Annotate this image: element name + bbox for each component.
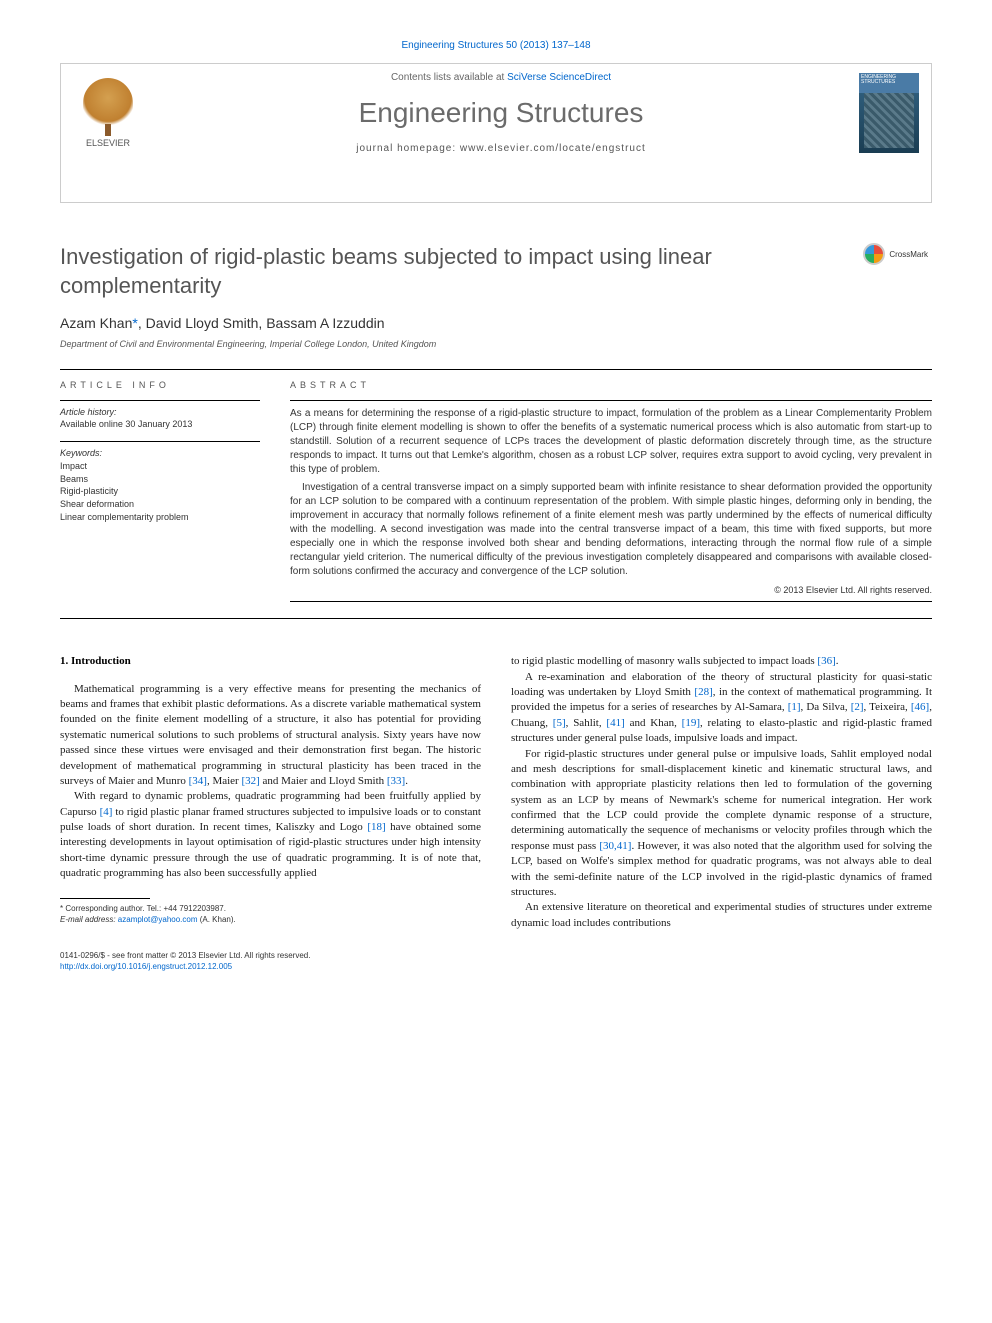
crossmark-label: CrossMark xyxy=(889,250,928,259)
ref-28[interactable]: [28] xyxy=(694,686,712,698)
abstract-heading: ABSTRACT xyxy=(290,380,932,390)
ref-1[interactable]: [1] xyxy=(788,701,801,713)
crossmark-badge[interactable]: CrossMark xyxy=(863,243,932,265)
body-two-columns: 1. Introduction Mathematical programming… xyxy=(60,654,932,931)
intro-p3: to rigid plastic modelling of masonry wa… xyxy=(511,654,932,669)
keyword-item: Shear deformation xyxy=(60,498,260,511)
divider-bottom xyxy=(60,618,932,619)
article-info-heading: ARTICLE INFO xyxy=(60,380,260,390)
email-link[interactable]: azamplot@yahoo.com xyxy=(118,915,198,924)
column-right: to rigid plastic modelling of masonry wa… xyxy=(511,654,932,931)
keywords-label: Keywords: xyxy=(60,448,260,458)
abstract-copyright: © 2013 Elsevier Ltd. All rights reserved… xyxy=(290,585,932,595)
section-1-heading: 1. Introduction xyxy=(60,654,481,669)
intro-p4: A re-examination and elaboration of the … xyxy=(511,670,932,747)
journal-header-box: ELSEVIER Contents lists available at Sci… xyxy=(60,63,932,203)
ref-5[interactable]: [5] xyxy=(553,717,566,729)
authors-line: Azam Khan*, David Lloyd Smith, Bassam A … xyxy=(60,315,932,331)
keyword-item: Rigid-plasticity xyxy=(60,485,260,498)
intro-p5: For rigid-plastic structures under gener… xyxy=(511,747,932,901)
ref-30-41[interactable]: [30,41] xyxy=(599,840,631,852)
contents-prefix: Contents lists available at xyxy=(391,72,507,83)
ref-4[interactable]: [4] xyxy=(100,806,113,818)
corr-author-tel: * Corresponding author. Tel.: +44 791220… xyxy=(60,903,481,914)
abstract-p1: As a means for determining the response … xyxy=(290,407,932,477)
keyword-item: Linear complementarity problem xyxy=(60,511,260,524)
doi-link[interactable]: http://dx.doi.org/10.1016/j.engstruct.20… xyxy=(60,962,232,971)
publisher-label: ELSEVIER xyxy=(86,138,130,148)
homepage-url[interactable]: www.elsevier.com/locate/engstruct xyxy=(460,143,646,154)
affiliation: Department of Civil and Environmental En… xyxy=(60,339,932,349)
ref-34[interactable]: [34] xyxy=(189,775,207,787)
ref-41[interactable]: [41] xyxy=(606,717,624,729)
email-suffix: (A. Khan). xyxy=(198,915,236,924)
contents-list-line: Contents lists available at SciVerse Sci… xyxy=(143,72,859,83)
ref-19[interactable]: [19] xyxy=(682,717,700,729)
history-label: Article history: xyxy=(60,407,260,417)
crossmark-icon xyxy=(863,243,885,265)
ref-46[interactable]: [46] xyxy=(911,701,929,713)
sciencedirect-link[interactable]: SciVerse ScienceDirect xyxy=(507,72,611,83)
ref-2[interactable]: [2] xyxy=(851,701,864,713)
history-value: Available online 30 January 2013 xyxy=(60,419,260,429)
keyword-item: Impact xyxy=(60,460,260,473)
journal-homepage-line: journal homepage: www.elsevier.com/locat… xyxy=(143,143,859,154)
article-title: Investigation of rigid-plastic beams sub… xyxy=(60,243,863,300)
intro-p6: An extensive literature on theoretical a… xyxy=(511,900,932,931)
ref-33[interactable]: [33] xyxy=(387,775,405,787)
keyword-item: Beams xyxy=(60,473,260,486)
journal-cover-thumbnail: ENGINEERING STRUCTURES xyxy=(859,73,919,153)
column-left: 1. Introduction Mathematical programming… xyxy=(60,654,481,931)
ref-36[interactable]: [36] xyxy=(817,655,835,667)
issn-line: 0141-0296/$ - see front matter © 2013 El… xyxy=(60,951,932,961)
cover-label: ENGINEERING STRUCTURES xyxy=(861,75,919,85)
authors-rest: , David Lloyd Smith, Bassam A Izzuddin xyxy=(138,315,385,331)
email-label: E-mail address: xyxy=(60,915,118,924)
page-footer: 0141-0296/$ - see front matter © 2013 El… xyxy=(60,951,932,972)
journal-citation: Engineering Structures 50 (2013) 137–148 xyxy=(60,40,932,51)
divider-top xyxy=(60,369,932,370)
homepage-prefix: journal homepage: xyxy=(356,143,460,154)
abstract-p2: Investigation of a central transverse im… xyxy=(290,481,932,579)
abstract-panel: ABSTRACT As a means for determining the … xyxy=(290,380,932,608)
corresponding-footnote: * Corresponding author. Tel.: +44 791220… xyxy=(60,903,481,925)
journal-name: Engineering Structures xyxy=(143,97,859,129)
intro-p2: With regard to dynamic problems, quadrat… xyxy=(60,789,481,881)
footnote-separator xyxy=(60,898,150,899)
author-1: Azam Khan xyxy=(60,315,132,331)
article-info-panel: ARTICLE INFO Article history: Available … xyxy=(60,380,260,608)
intro-p1: Mathematical programming is a very effec… xyxy=(60,682,481,790)
ref-18[interactable]: [18] xyxy=(367,821,385,833)
ref-32[interactable]: [32] xyxy=(241,775,259,787)
elsevier-logo: ELSEVIER xyxy=(73,73,143,153)
